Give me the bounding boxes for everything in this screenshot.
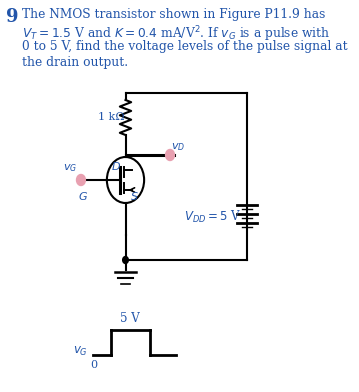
Text: $G$: $G$ <box>78 190 88 202</box>
Text: the drain output.: the drain output. <box>22 56 128 69</box>
Circle shape <box>165 149 174 160</box>
Text: $D$: $D$ <box>111 160 121 172</box>
Text: $V_T = 1.5$ V and $K = 0.4$ mA/V$^2$. If $v_G$ is a pulse with: $V_T = 1.5$ V and $K = 0.4$ mA/V$^2$. If… <box>22 24 330 44</box>
Text: 5 V: 5 V <box>120 312 140 325</box>
Text: The NMOS transistor shown in Figure P11.9 has: The NMOS transistor shown in Figure P11.… <box>22 8 325 21</box>
Text: 0 to 5 V, find the voltage levels of the pulse signal at: 0 to 5 V, find the voltage levels of the… <box>22 40 348 53</box>
Text: $S$: $S$ <box>130 190 139 202</box>
Text: $v_G$: $v_G$ <box>63 162 77 174</box>
Text: 0: 0 <box>91 360 98 370</box>
Text: 1 kΩ: 1 kΩ <box>98 112 125 122</box>
Text: $V_{DD} = 5$ V: $V_{DD} = 5$ V <box>184 209 241 225</box>
Text: $v_D$: $v_D$ <box>171 141 185 153</box>
Circle shape <box>123 256 128 263</box>
Text: $v_G$: $v_G$ <box>73 345 88 358</box>
Text: 9: 9 <box>6 8 18 26</box>
Circle shape <box>76 174 85 185</box>
